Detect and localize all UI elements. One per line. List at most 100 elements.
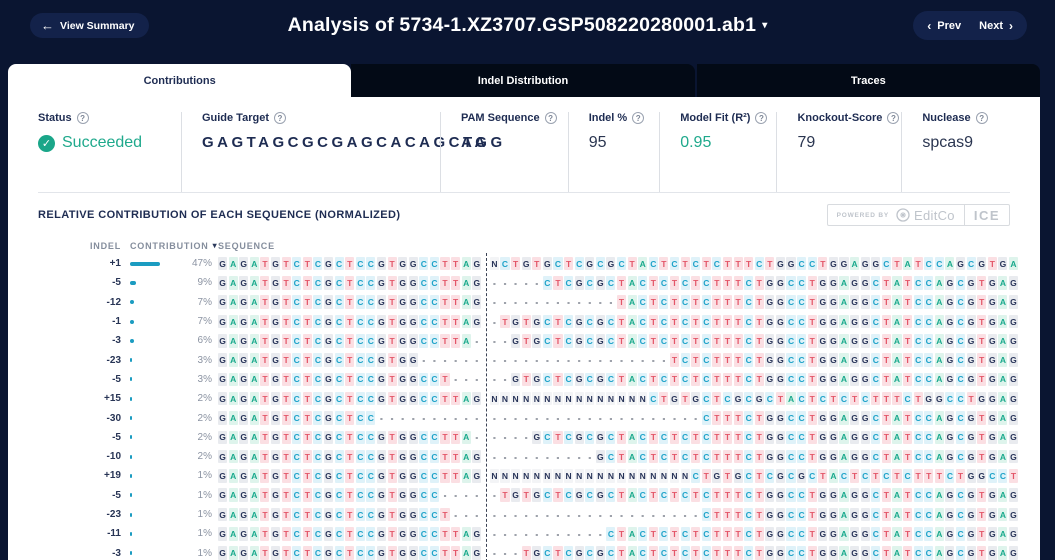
help-icon[interactable]: ?: [76, 112, 89, 124]
help-icon[interactable]: ?: [632, 112, 645, 124]
base-cell: N: [553, 391, 563, 406]
base-cell: A: [828, 469, 838, 483]
base-cell: C: [429, 314, 439, 329]
base-cell: -: [524, 528, 528, 539]
base-cell: T: [881, 353, 891, 367]
base-cell: C: [659, 334, 669, 348]
guide-target-value: GAGTAGCGCGAGCACAGCTA: [201, 134, 489, 151]
base-cell: G: [408, 295, 418, 309]
base-cell: -: [641, 413, 645, 424]
base-cell: N: [489, 256, 499, 271]
base-cell: -: [514, 355, 517, 366]
base-cell: C: [292, 507, 302, 522]
base-cell: -: [556, 297, 560, 308]
base-cell: A: [998, 411, 1008, 425]
help-icon[interactable]: ?: [273, 112, 286, 124]
base-cell: T: [977, 372, 987, 387]
tab-traces[interactable]: Traces: [694, 64, 1040, 97]
base-cell: G: [775, 488, 785, 502]
base-cell: -: [492, 490, 496, 501]
base-cell: G: [239, 295, 249, 309]
base-cell: G: [828, 314, 838, 329]
base-cell: G: [270, 488, 281, 502]
indel-value: -3: [112, 547, 121, 559]
base-cell: T: [302, 391, 312, 406]
help-icon[interactable]: ?: [975, 112, 988, 124]
view-summary-button[interactable]: ← View Summary: [30, 13, 149, 38]
base-cell: G: [765, 372, 775, 387]
base-cell: T: [881, 295, 891, 309]
contribution-bar: [130, 319, 135, 324]
base-cell: C: [334, 430, 344, 445]
base-cell: T: [260, 391, 270, 406]
base-cell: C: [955, 527, 966, 541]
base-cell: A: [249, 546, 259, 560]
base-cell: T: [691, 276, 701, 290]
base-cell: C: [292, 449, 302, 464]
base-cell: T: [807, 334, 817, 348]
help-icon[interactable]: ?: [887, 112, 900, 124]
base-cell: T: [754, 411, 764, 425]
contribution-percent: 2%: [197, 431, 212, 443]
base-cell: -: [422, 355, 426, 366]
base-cell: A: [998, 353, 1008, 367]
base-cell: T: [616, 449, 627, 464]
base-cell: G: [521, 256, 531, 271]
base-cell: A: [892, 334, 902, 348]
base-cell: G: [1008, 334, 1019, 348]
base-cell: G: [945, 449, 955, 464]
base-cell: T: [532, 256, 542, 271]
base-cell: T: [616, 527, 627, 541]
title-dropdown-caret-icon[interactable]: ▾: [762, 20, 768, 31]
help-icon[interactable]: ?: [755, 112, 768, 124]
base-cell: C: [355, 314, 365, 329]
base-cell: T: [680, 256, 690, 271]
tab-contributions[interactable]: Contributions: [8, 64, 352, 97]
base-cell: C: [648, 256, 658, 271]
base-cell: G: [574, 314, 584, 329]
base-cell: T: [281, 314, 291, 329]
base-cell: C: [313, 314, 323, 329]
base-cell: -: [662, 509, 666, 520]
base-cell: G: [860, 314, 870, 329]
base-cell: A: [839, 527, 849, 541]
help-icon[interactable]: ?: [544, 112, 557, 124]
base-cell: C: [334, 334, 344, 348]
base-cell: C: [797, 527, 807, 541]
base-cell: T: [775, 391, 785, 406]
base-cell: G: [775, 469, 785, 483]
base-cell: T: [733, 527, 743, 541]
contribution-percent: 1%: [197, 547, 212, 559]
base-cell: G: [270, 469, 281, 483]
base-cell: G: [945, 276, 955, 290]
base-cell: C: [701, 449, 711, 464]
base-cell: T: [722, 295, 732, 309]
base-cell: -: [475, 413, 479, 424]
base-cell: T: [281, 295, 291, 309]
base-cell: -: [577, 509, 581, 520]
base-cell: C: [334, 256, 344, 271]
contribution-bar: [130, 377, 132, 382]
base-cell: C: [955, 276, 966, 290]
tab-indel-distribution[interactable]: Indel Distribution: [351, 64, 695, 97]
base-cell: -: [503, 432, 507, 443]
next-button[interactable]: Next ›: [979, 18, 1013, 33]
base-cell: C: [334, 391, 344, 406]
contribution-bar-track: [130, 473, 172, 478]
contribution-sort-header[interactable]: CONTRIBUTION ▾: [130, 240, 218, 251]
base-cell: C: [924, 295, 934, 309]
contribution-bar: [130, 396, 132, 401]
base-cell: C: [366, 507, 376, 522]
base-cell: A: [249, 527, 259, 541]
prev-button[interactable]: ‹ Prev: [927, 18, 962, 33]
base-cell: C: [419, 256, 429, 271]
base-cell: C: [542, 276, 552, 290]
base-cell: T: [451, 430, 461, 445]
base-cell: T: [733, 314, 743, 329]
base-cell: G: [511, 314, 521, 329]
base-cell: G: [398, 353, 408, 367]
